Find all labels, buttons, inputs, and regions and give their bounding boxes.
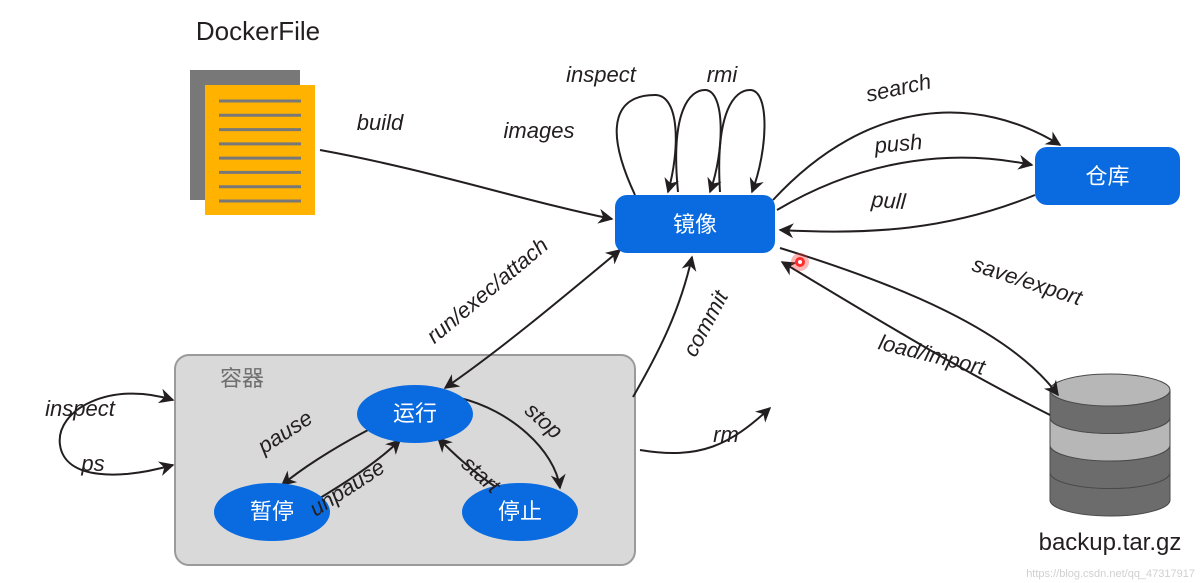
pointer-dot-icon — [791, 253, 809, 271]
edge-label-images: images — [504, 118, 575, 143]
dockerfile-front-icon — [205, 85, 315, 215]
node-run-label: 运行 — [393, 401, 437, 426]
backup-label: backup.tar.gz — [1039, 529, 1182, 556]
edge-label-inspect_img: inspect — [566, 62, 637, 87]
container-box-label: 容器 — [220, 366, 264, 391]
backup-db-top-icon — [1050, 374, 1170, 406]
node-image-label: 镜像 — [673, 212, 717, 237]
watermark: https://blog.csdn.net/qq_47317917 — [1026, 568, 1195, 580]
edge-label-ps: ps — [80, 451, 104, 476]
edge-label-rmi: rmi — [707, 62, 739, 87]
edge-label-inspect_ct: inspect — [45, 396, 116, 421]
edge-label-rm: rm — [713, 422, 739, 447]
edge-label-build: build — [357, 110, 404, 135]
node-pause-label: 暂停 — [250, 499, 294, 524]
node-repo-label: 仓库 — [1085, 164, 1129, 189]
dockerfile-label: DockerFile — [196, 16, 320, 46]
node-stop-label: 停止 — [498, 499, 542, 524]
edge-label-push: push — [872, 129, 923, 158]
edge-label-pull: pull — [870, 187, 908, 214]
